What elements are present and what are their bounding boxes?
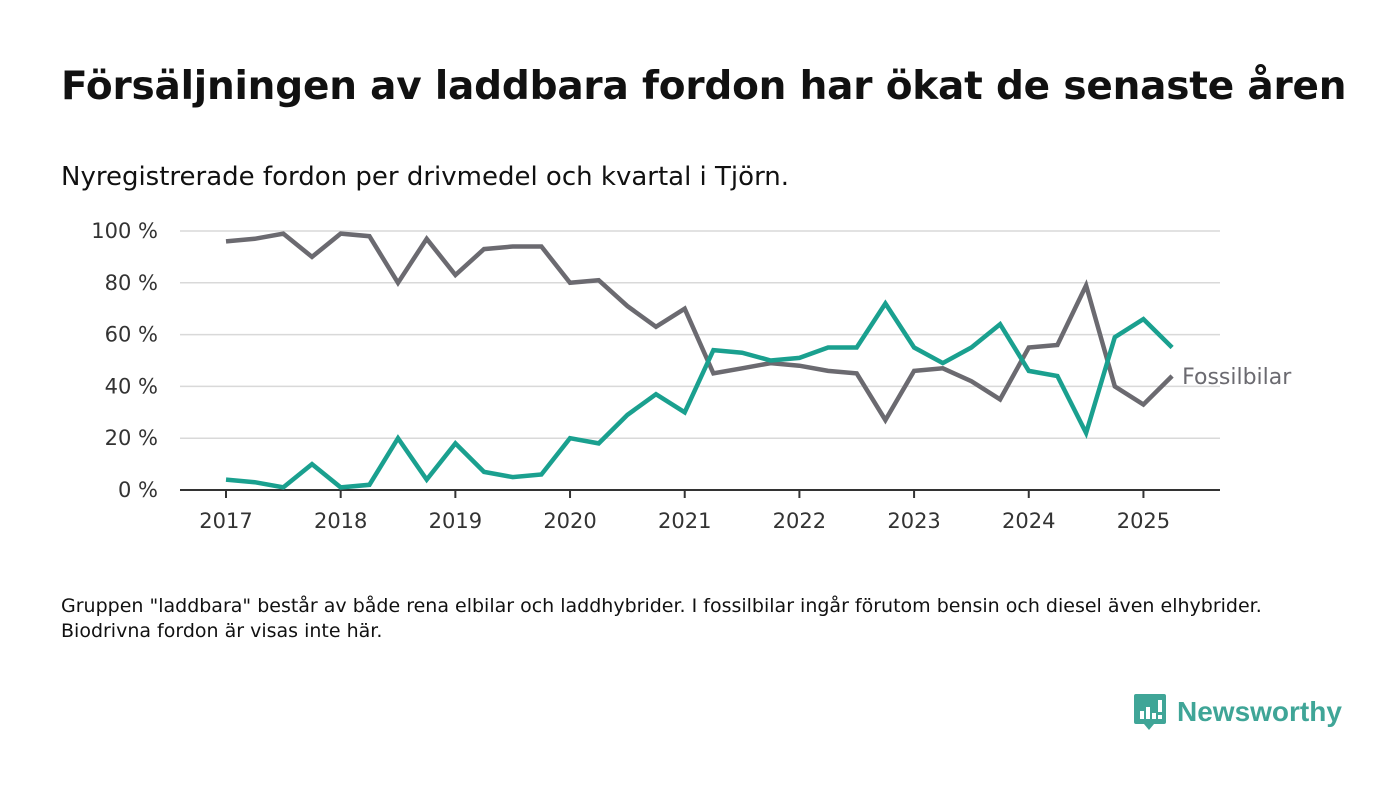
chart-subtitle: Nyregistrerade fordon per drivmedel och … — [61, 162, 790, 192]
brand-logo: Newsworthy — [1133, 692, 1342, 732]
newsworthy-logo-icon — [1134, 694, 1166, 730]
x-tick-label: 2017 — [199, 509, 252, 533]
y-tick-label: 20 % — [105, 426, 158, 450]
brand-name: Newsworthy — [1177, 696, 1342, 727]
y-tick-label: 40 % — [105, 374, 158, 398]
x-tick-label: 2021 — [658, 509, 711, 533]
series-lines — [225, 231, 1174, 490]
y-axis-ticks: 0 % 20 % 40 % 60 % 80 % 100 % — [91, 219, 158, 502]
series-label: Fossilbilar — [1182, 365, 1292, 390]
x-tick-label: 2023 — [887, 509, 940, 533]
gridlines — [180, 230, 1220, 439]
series-line — [225, 299, 1174, 490]
y-tick-label: 100 % — [91, 219, 158, 243]
chart-title: Försäljningen av laddbara fordon har öka… — [61, 64, 1347, 109]
x-tick-label: 2018 — [314, 509, 367, 533]
x-tick-label: 2020 — [543, 509, 596, 533]
x-axis: 2017 2018 2019 2020 2021 2022 2023 2024 2025 — [180, 489, 1220, 533]
x-tick-label: 2024 — [1002, 509, 1055, 533]
line-chart: 0 % 20 % 40 % 60 % 80 % 100 % 2017 2018 2019 202… — [91, 219, 1292, 533]
series-labels: Fossilbilar — [1182, 365, 1292, 390]
series-line — [225, 231, 1174, 425]
y-tick-label: 80 % — [105, 271, 158, 295]
x-tick-label: 2022 — [773, 509, 826, 533]
footnote: Gruppen "laddbara" består av både rena e… — [61, 595, 1262, 642]
x-tick-label: 2025 — [1117, 509, 1170, 533]
y-tick-label: 0 % — [118, 478, 158, 502]
y-tick-label: 60 % — [105, 323, 158, 347]
x-tick-label: 2019 — [429, 509, 482, 533]
